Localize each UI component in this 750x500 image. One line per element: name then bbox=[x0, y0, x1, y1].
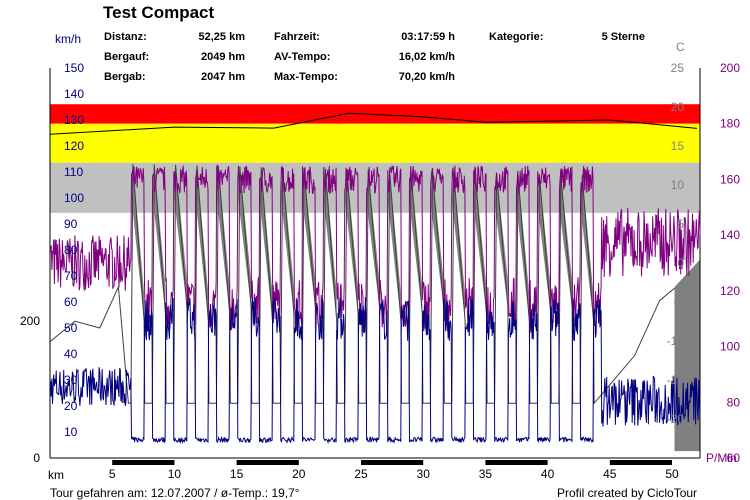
temperature-tick-label: 15 bbox=[671, 139, 685, 153]
km-tick-label: 20 bbox=[292, 467, 306, 481]
pulse-line bbox=[49, 164, 701, 333]
km-tick-label: 5 bbox=[109, 467, 116, 481]
speed-tick-label: 20 bbox=[64, 399, 78, 413]
climb-band-21 bbox=[558, 174, 573, 308]
altitude-tick-label: 0 bbox=[33, 451, 40, 465]
pulse-zone-red bbox=[50, 104, 700, 124]
speed-tick-label: 10 bbox=[64, 425, 78, 439]
km-tick-label: 25 bbox=[354, 467, 368, 481]
climb-band-16 bbox=[451, 172, 466, 322]
speed-tick-label: 110 bbox=[64, 165, 83, 179]
pulse-series bbox=[49, 164, 701, 333]
pulse-tick-label: 160 bbox=[720, 172, 740, 186]
speed-tick-label: 150 bbox=[64, 61, 84, 75]
climb-band-22 bbox=[580, 175, 594, 322]
speed-tick-label: 40 bbox=[64, 347, 78, 361]
stat-label-climb: Bergauf: bbox=[104, 51, 150, 63]
speed-series bbox=[49, 296, 701, 445]
climb-band-18 bbox=[494, 173, 508, 308]
pulse-tick-label: 60 bbox=[727, 451, 741, 465]
speed-tick-label: 50 bbox=[64, 321, 78, 335]
speed-tick-label: 140 bbox=[64, 87, 84, 101]
stat-label-ride-time: Fahrzeit: bbox=[274, 31, 320, 43]
km-scale-segment bbox=[236, 460, 299, 465]
temperature-tick-label: -20 bbox=[667, 412, 685, 426]
stat-label-descent: Bergab: bbox=[104, 71, 146, 83]
speed-tick-label: 130 bbox=[64, 113, 84, 127]
temperature-tick-label: 25 bbox=[671, 61, 685, 75]
pulse-tick-label: 80 bbox=[727, 395, 741, 409]
temperature-tick-label: -10 bbox=[667, 334, 685, 348]
speed-tick-label: 60 bbox=[64, 295, 78, 309]
stat-value-distance: 52,25 km bbox=[198, 31, 245, 43]
km-tick-label: 30 bbox=[417, 467, 431, 481]
altitude-profile bbox=[49, 163, 701, 452]
km-tick-label: 40 bbox=[541, 467, 555, 481]
stat-value-avg-speed: 16,02 km/h bbox=[398, 51, 455, 63]
temperature-axis-label: C bbox=[676, 40, 685, 54]
climb-band-14 bbox=[409, 170, 423, 315]
tour-info-footer: Tour gefahren am: 12.07.2007 / ø-Temp.: … bbox=[50, 486, 300, 500]
stat-value-max-speed: 70,20 km/h bbox=[398, 71, 455, 83]
temperature-tick-label: 0 bbox=[677, 256, 684, 270]
speed-tick-label: 80 bbox=[64, 243, 78, 257]
pulse-axis-label: P/Min bbox=[706, 451, 737, 465]
pulse-zone-yellow bbox=[50, 123, 700, 163]
x-axis-label: km bbox=[48, 468, 64, 482]
km-tick-label: 45 bbox=[603, 467, 617, 481]
temperature-tick-label: 20 bbox=[671, 100, 685, 114]
speed-tick-label: 100 bbox=[64, 191, 84, 205]
altitude-outline bbox=[49, 163, 701, 405]
speed-tick-label: 90 bbox=[64, 217, 78, 231]
speed-axis-label: km/h bbox=[55, 32, 82, 46]
temperature-line bbox=[49, 112, 697, 135]
stat-value-descent: 2047 hm bbox=[200, 71, 245, 83]
stat-value-ride-time: 03:17:59 h bbox=[401, 31, 455, 43]
climb-band-17 bbox=[473, 172, 487, 315]
temperature-tick-label: 10 bbox=[671, 178, 685, 192]
pulse-tick-label: 100 bbox=[720, 340, 740, 354]
km-tick-label: 10 bbox=[168, 467, 182, 481]
stat-label-category: Kategorie: bbox=[489, 31, 544, 43]
stat-label-max-speed: Max-Tempo: bbox=[274, 71, 338, 83]
speed-tick-label: 30 bbox=[64, 373, 78, 387]
temperature-tick-label: -15 bbox=[667, 373, 685, 387]
km-scale-segment bbox=[361, 460, 424, 465]
temperature-tick-label: 5 bbox=[677, 217, 684, 231]
pulse-tick-label: 180 bbox=[720, 117, 740, 131]
speed-tick-label: 120 bbox=[64, 139, 84, 153]
altitude-tick-label: 200 bbox=[20, 314, 40, 328]
climb-band-20 bbox=[537, 174, 551, 315]
km-tick-label: 35 bbox=[479, 467, 493, 481]
km-scale-segment bbox=[112, 460, 175, 465]
km-scale-segment bbox=[609, 460, 673, 465]
stat-label-distance: Distanz: bbox=[104, 31, 147, 43]
km-tick-label: 15 bbox=[230, 467, 244, 481]
pulse-tick-label: 140 bbox=[720, 228, 740, 242]
axes bbox=[49, 68, 701, 465]
km-scale-segment bbox=[485, 460, 548, 465]
temperature-tick-label: -5 bbox=[673, 295, 684, 309]
pulse-tick-label: 200 bbox=[720, 61, 740, 75]
stat-value-climb: 2049 hm bbox=[200, 51, 245, 63]
stat-value-category: 5 Sterne bbox=[601, 31, 645, 43]
km-tick-label: 50 bbox=[665, 467, 679, 481]
stat-label-avg-speed: AV-Tempo: bbox=[274, 51, 331, 63]
temperature-series bbox=[49, 112, 697, 135]
chart-title: Test Compact bbox=[103, 3, 215, 22]
speed-tick-label: 70 bbox=[64, 269, 78, 283]
speed-line bbox=[49, 296, 701, 445]
climb-band-19 bbox=[516, 173, 530, 322]
pulse-tick-label: 120 bbox=[720, 284, 740, 298]
credit-footer: Profil created by CicloTour bbox=[557, 486, 698, 500]
